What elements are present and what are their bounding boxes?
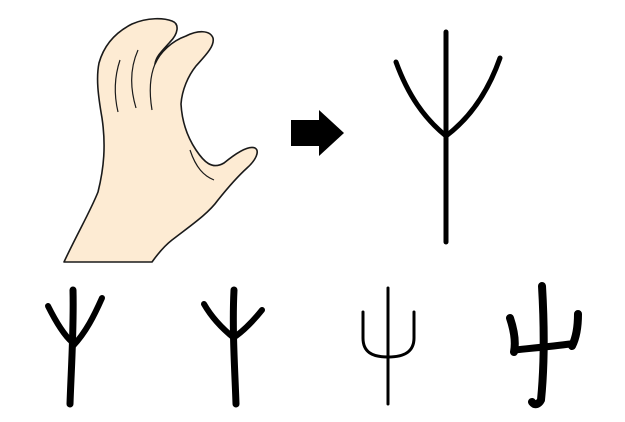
glyph-variant-4 xyxy=(506,282,582,409)
hand-finger-crease-2 xyxy=(131,49,139,109)
variant-2-stem xyxy=(229,286,240,408)
stylized-glyph xyxy=(393,29,503,245)
variant-2-right-branch xyxy=(233,307,265,339)
variant-1-left-branch xyxy=(45,303,75,345)
glyph-right-branch xyxy=(443,55,503,139)
variant-1-right-branch xyxy=(70,295,105,349)
variant-4-base xyxy=(510,340,574,354)
variant-4-stem xyxy=(528,282,548,409)
variant-3-cup xyxy=(361,310,416,359)
glyph-variant-1 xyxy=(45,286,105,408)
glyph-variant-3 xyxy=(361,286,416,406)
hand-shape xyxy=(63,17,258,263)
transform-arrow-icon xyxy=(291,110,344,156)
variant-2-left-branch xyxy=(201,301,237,341)
glyph-variant-2 xyxy=(201,286,265,408)
variant-1-stem xyxy=(66,286,77,408)
hand-finger-crease-3 xyxy=(149,63,156,111)
hand-palm-crease xyxy=(189,149,215,181)
glyph-left-branch xyxy=(393,59,449,139)
hand-finger-crease-1 xyxy=(114,59,121,113)
arrow-shape xyxy=(291,110,344,156)
hand-illustration xyxy=(63,17,258,263)
variant-4-right-hook xyxy=(568,310,582,350)
